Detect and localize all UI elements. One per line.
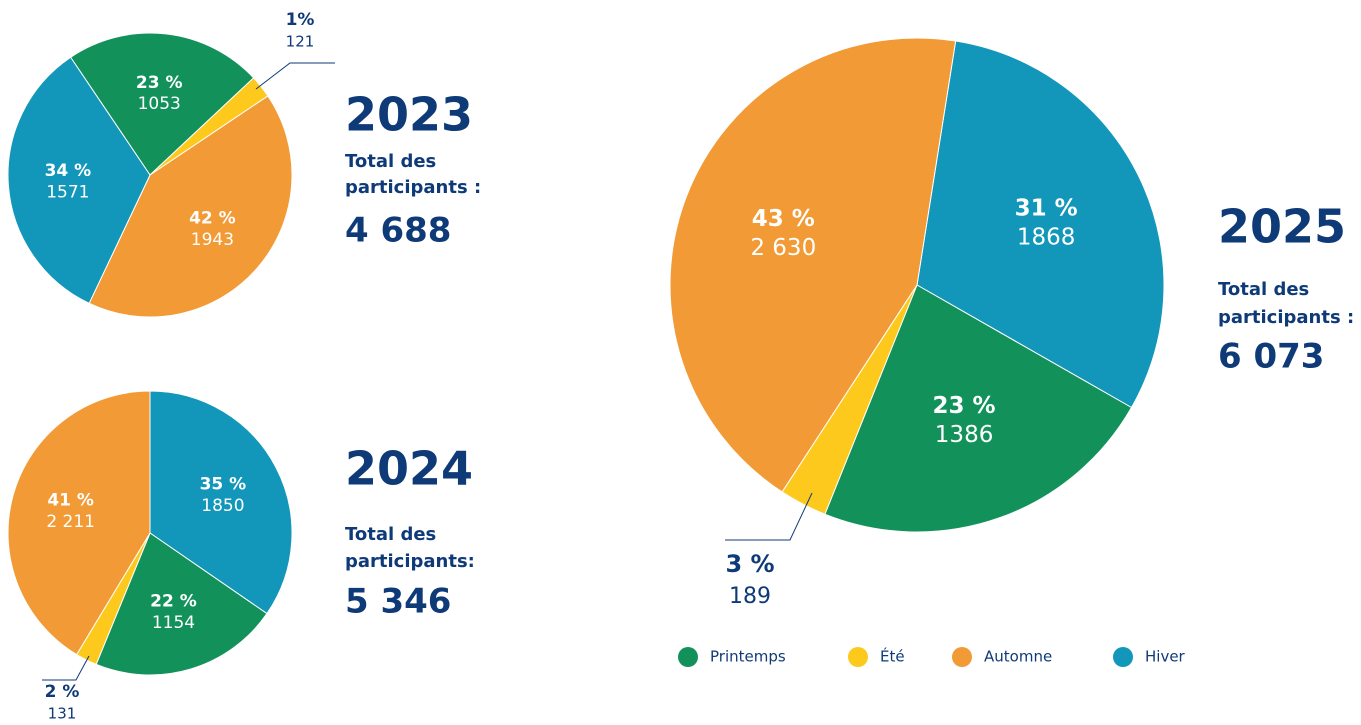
legend-swatch bbox=[848, 647, 868, 667]
count-label: 121 bbox=[286, 33, 315, 51]
pie-slice bbox=[7, 390, 151, 656]
pie-slice bbox=[824, 284, 1133, 533]
percent-label: 23 % bbox=[933, 393, 996, 419]
count-label: 189 bbox=[729, 584, 771, 609]
total: 5 346 bbox=[345, 582, 451, 622]
percent-label: 34 % bbox=[45, 161, 92, 181]
pie-slice bbox=[7, 56, 151, 304]
percent-label: 31 % bbox=[1015, 196, 1078, 222]
count-label: 1154 bbox=[152, 613, 195, 633]
subtitle: Total des bbox=[345, 524, 436, 545]
count-label: 1386 bbox=[935, 422, 994, 448]
total: 4 688 bbox=[345, 211, 451, 251]
percent-label: 41 % bbox=[47, 491, 94, 511]
chart-title: 2025 bbox=[1218, 200, 1346, 254]
leader-line bbox=[255, 62, 335, 90]
count-label: 2 211 bbox=[46, 512, 95, 532]
subtitle: participants : bbox=[1218, 307, 1354, 328]
legend-swatch bbox=[952, 647, 972, 667]
pie-slice bbox=[95, 532, 268, 676]
count-label: 2 630 bbox=[750, 235, 816, 261]
percent-label: 2 % bbox=[45, 682, 80, 702]
total: 6 073 bbox=[1218, 337, 1324, 377]
percent-label: 35 % bbox=[200, 475, 247, 495]
legend-swatch bbox=[678, 647, 698, 667]
chart-title: 2023 bbox=[345, 88, 473, 142]
percent-label: 1% bbox=[286, 10, 315, 30]
subtitle: participants : bbox=[345, 177, 481, 198]
pie-slice bbox=[149, 390, 293, 615]
count-label: 1868 bbox=[1017, 224, 1076, 250]
count-label: 1850 bbox=[201, 496, 244, 516]
legend-label: Printemps bbox=[710, 648, 786, 666]
count-label: 1571 bbox=[46, 182, 89, 202]
percent-label: 42 % bbox=[189, 209, 236, 229]
percent-label: 22 % bbox=[150, 592, 197, 612]
percent-label: 3 % bbox=[725, 550, 774, 578]
pie-slice bbox=[669, 37, 957, 493]
legend-label: Été bbox=[880, 647, 905, 666]
count-label: 1053 bbox=[138, 94, 181, 114]
chart-title: 2024 bbox=[345, 442, 473, 496]
percent-label: 43 % bbox=[752, 206, 815, 232]
subtitle: participants: bbox=[345, 551, 475, 572]
subtitle: Total des bbox=[345, 151, 436, 172]
pie-slice bbox=[88, 95, 293, 318]
legend-swatch bbox=[1113, 647, 1133, 667]
pie-slice bbox=[69, 32, 255, 176]
subtitle: Total des bbox=[1218, 279, 1309, 300]
count-label: 1943 bbox=[191, 230, 234, 250]
legend-label: Automne bbox=[984, 648, 1052, 666]
legend-label: Hiver bbox=[1145, 648, 1186, 666]
pie-slice bbox=[916, 40, 1165, 409]
count-label: 131 bbox=[48, 705, 77, 723]
percent-label: 23 % bbox=[136, 73, 183, 93]
leader-line bbox=[725, 492, 813, 541]
leader-line bbox=[42, 655, 90, 681]
